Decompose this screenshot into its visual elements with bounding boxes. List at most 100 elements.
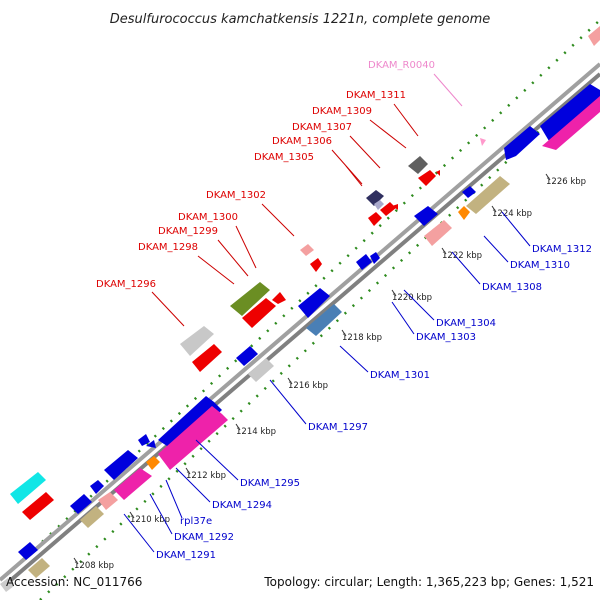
leader-line bbox=[151, 291, 185, 327]
gene-feature[interactable] bbox=[104, 450, 138, 480]
gene-feature[interactable] bbox=[542, 96, 600, 150]
gene-feature[interactable] bbox=[588, 26, 600, 46]
gene-label[interactable]: DKAM_1294 bbox=[212, 500, 272, 511]
gene-feature[interactable] bbox=[272, 292, 286, 304]
gene-feature[interactable] bbox=[158, 406, 228, 470]
gene-feature[interactable] bbox=[380, 202, 396, 216]
gene-feature[interactable] bbox=[236, 346, 258, 366]
gene-feature[interactable] bbox=[306, 304, 342, 336]
tick-label: 1222 kbp bbox=[442, 251, 482, 261]
gene-label[interactable]: DKAM_R0040 bbox=[368, 60, 435, 71]
gene-label[interactable]: DKAM_1296 bbox=[96, 279, 156, 290]
leader-line bbox=[451, 251, 481, 285]
gene-feature[interactable] bbox=[192, 344, 222, 372]
tick-label: 1224 kbp bbox=[492, 209, 532, 219]
scale-ticks: 1208 kbp 1210 kbp 1212 kbp 1214 kbp 1216 kbp… bbox=[73, 173, 586, 571]
gene-label[interactable]: DKAM_1305 bbox=[254, 152, 314, 163]
tick-label: 1212 kbp bbox=[186, 471, 226, 481]
genome-title: Desulfurococcus kamchatkensis 1221n, com… bbox=[110, 12, 491, 27]
leader-line bbox=[165, 479, 183, 519]
gene-feature[interactable] bbox=[466, 176, 510, 214]
gene-feature[interactable] bbox=[462, 186, 476, 198]
gene-label[interactable]: DKAM_1300 bbox=[178, 212, 238, 223]
gene-feature[interactable] bbox=[242, 298, 276, 328]
gene-feature[interactable] bbox=[298, 288, 330, 318]
gene-label[interactable]: DKAM_1297 bbox=[308, 422, 368, 433]
gene-feature[interactable] bbox=[90, 480, 104, 494]
leader-line bbox=[235, 225, 257, 269]
gene-feature[interactable] bbox=[356, 254, 372, 270]
gene-label[interactable]: DKAM_1309 bbox=[312, 106, 372, 117]
leader-line bbox=[195, 439, 239, 481]
gene-label[interactable]: DKAM_1292 bbox=[174, 532, 234, 543]
gene-feature[interactable] bbox=[370, 252, 380, 264]
gene-feature[interactable] bbox=[28, 558, 50, 578]
gene-feature[interactable] bbox=[70, 494, 92, 514]
leader-line bbox=[483, 235, 509, 263]
gene-label[interactable]: DKAM_1298 bbox=[138, 242, 198, 253]
gene-feature[interactable] bbox=[80, 506, 104, 528]
leader-line bbox=[149, 493, 173, 535]
gene-feature[interactable] bbox=[300, 244, 314, 256]
gene-feature[interactable] bbox=[436, 170, 440, 176]
leader-line bbox=[345, 165, 363, 187]
gene-label[interactable]: DKAM_1291 bbox=[156, 550, 216, 561]
leader-line bbox=[433, 73, 463, 107]
gene-feature[interactable] bbox=[366, 190, 384, 206]
tick-label: 1210 kbp bbox=[130, 515, 170, 525]
gene-label[interactable]: DKAM_1310 bbox=[510, 260, 570, 271]
gene-feature[interactable] bbox=[180, 326, 214, 356]
gene-feature[interactable] bbox=[158, 396, 222, 452]
gene-features bbox=[0, 26, 600, 592]
gene-feature[interactable] bbox=[424, 220, 452, 246]
gene-labels: DKAM_R0040 DKAM_1311 DKAM_1309 DKAM_1307 DKA… bbox=[96, 60, 592, 561]
leader-line bbox=[391, 301, 415, 335]
gene-feature[interactable] bbox=[146, 440, 156, 448]
gene-label[interactable]: DKAM_1299 bbox=[158, 226, 218, 237]
gene-feature[interactable] bbox=[22, 492, 54, 520]
gene-feature[interactable] bbox=[392, 204, 398, 210]
gene-feature[interactable] bbox=[0, 578, 14, 592]
gene-feature[interactable] bbox=[374, 200, 384, 210]
tick-label: 1216 kbp bbox=[288, 381, 328, 391]
gene-feature[interactable] bbox=[146, 456, 160, 470]
gene-label[interactable]: DKAM_1302 bbox=[206, 190, 266, 201]
gene-label[interactable]: DKAM_1295 bbox=[240, 478, 300, 489]
gene-feature[interactable] bbox=[138, 434, 150, 446]
gene-feature[interactable] bbox=[248, 358, 274, 382]
gene-label[interactable]: DKAM_1312 bbox=[532, 244, 592, 255]
leader-line bbox=[217, 239, 249, 277]
gene-label[interactable]: DKAM_1311 bbox=[346, 90, 406, 101]
gene-label[interactable]: DKAM_1304 bbox=[436, 318, 496, 329]
leader-line bbox=[393, 103, 419, 137]
gene-feature[interactable] bbox=[504, 126, 540, 160]
gene-feature[interactable] bbox=[368, 212, 382, 226]
gene-feature[interactable] bbox=[418, 170, 436, 186]
gene-feature[interactable] bbox=[414, 206, 438, 226]
gene-feature[interactable] bbox=[10, 472, 46, 504]
tick-label: 1208 kbp bbox=[74, 561, 114, 571]
gene-label[interactable]: DKAM_1303 bbox=[416, 332, 476, 343]
gene-label[interactable]: DKAM_1306 bbox=[272, 136, 332, 147]
gene-feature[interactable] bbox=[458, 206, 470, 220]
gene-feature[interactable] bbox=[98, 492, 118, 510]
gene-feature[interactable] bbox=[114, 468, 152, 500]
gene-label[interactable]: DKAM_1308 bbox=[482, 282, 542, 293]
leader-line bbox=[123, 513, 155, 553]
gene-label[interactable]: DKAM_1301 bbox=[370, 370, 430, 381]
gene-feature[interactable] bbox=[408, 156, 428, 174]
leader-line bbox=[369, 119, 407, 149]
gene-label[interactable]: rpl37e bbox=[180, 516, 212, 527]
leader-line bbox=[175, 467, 211, 503]
gene-feature[interactable] bbox=[310, 258, 322, 272]
backbone-outer bbox=[0, 62, 600, 582]
gene-feature[interactable] bbox=[18, 542, 38, 560]
gene-feature[interactable] bbox=[230, 282, 270, 316]
gene-feature[interactable] bbox=[540, 84, 600, 146]
tick-label: 1218 kbp bbox=[342, 333, 382, 343]
leader-line bbox=[349, 135, 381, 169]
gene-label[interactable]: DKAM_1307 bbox=[292, 122, 352, 133]
gene-feature[interactable] bbox=[480, 138, 486, 146]
leader-line bbox=[403, 289, 435, 321]
